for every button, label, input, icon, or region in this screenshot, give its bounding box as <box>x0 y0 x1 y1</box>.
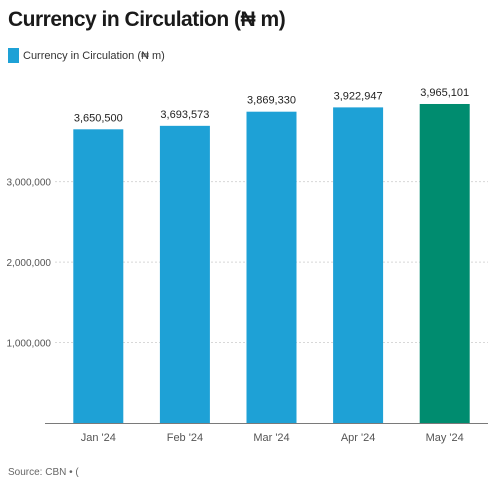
bar <box>159 125 210 423</box>
y-tick-label: 2,000,000 <box>7 258 52 269</box>
chart-title: Currency in Circulation (₦ m) <box>8 8 286 31</box>
legend: Currency in Circulation (₦ m) <box>8 48 165 63</box>
x-tick-label: Apr '24 <box>341 432 376 444</box>
x-tick-label: Feb '24 <box>167 432 203 444</box>
bar-value-label: 3,650,500 <box>74 112 123 124</box>
legend-swatch <box>8 48 19 63</box>
legend-label: Currency in Circulation (₦ m) <box>23 49 165 62</box>
bar-value-label: 3,965,101 <box>420 87 469 99</box>
x-tick-label: Jan '24 <box>81 432 116 444</box>
x-tick-label: May '24 <box>426 432 464 444</box>
bar-value-label: 3,869,330 <box>247 95 296 107</box>
bar <box>333 107 384 424</box>
y-tick-label: 1,000,000 <box>7 339 52 350</box>
bar <box>73 129 124 424</box>
bar <box>246 111 297 423</box>
bar-value-label: 3,693,573 <box>160 109 209 121</box>
bar <box>419 103 470 424</box>
source-note: Source: CBN • ( <box>8 467 79 478</box>
x-tick-label: Mar '24 <box>253 432 289 444</box>
bar-value-label: 3,922,947 <box>334 90 383 102</box>
y-tick-label: 3,000,000 <box>7 178 52 189</box>
